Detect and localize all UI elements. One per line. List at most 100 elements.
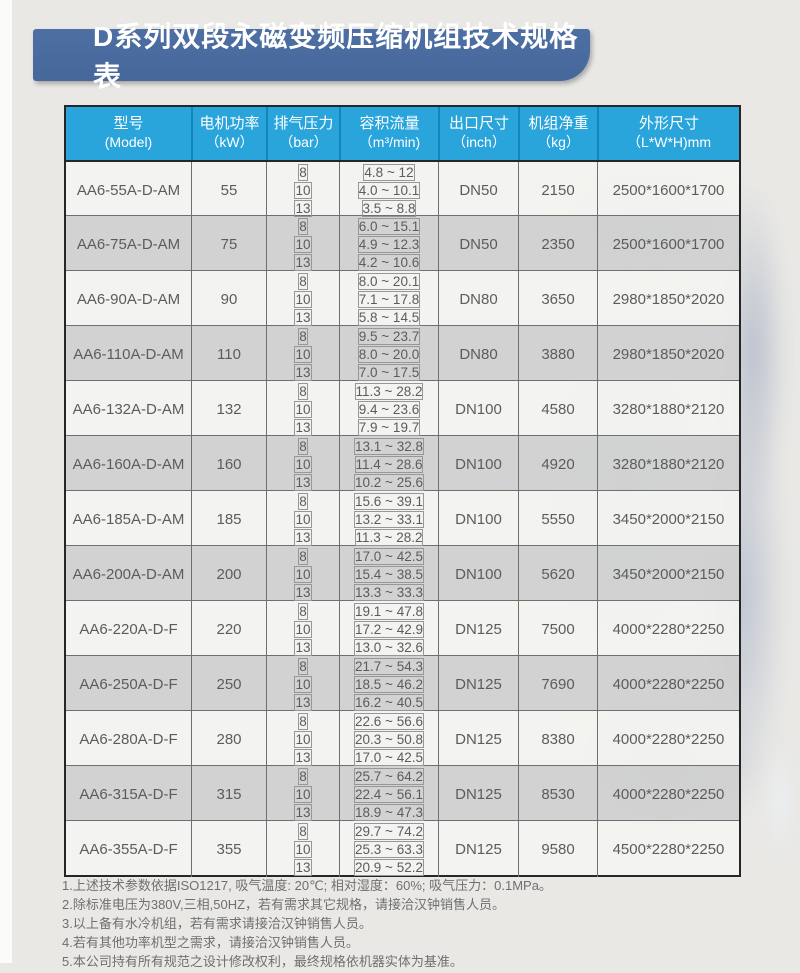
footnote-line: 4.若有其他功率机型之需求，请接洽汉钟销售人员。 bbox=[62, 935, 359, 950]
cell-dimensions: 3280*1880*2120 bbox=[597, 436, 739, 492]
pressure-subcell: 8 bbox=[298, 657, 308, 675]
cell-net-weight: 3650 bbox=[518, 271, 597, 327]
pressure-subcell: 8 bbox=[298, 822, 308, 840]
table-header-cell: 排气压力 （bar） bbox=[266, 107, 339, 160]
cell-outlet-size: DN100 bbox=[438, 381, 518, 437]
pressure-subcell: 8 bbox=[298, 163, 308, 181]
cell-motor-power: 90 bbox=[191, 271, 266, 327]
flow-subcell: 17.2 ~ 42.9 bbox=[354, 620, 424, 638]
pressure-subcell: 10 bbox=[294, 290, 312, 308]
cell-pressure-group: 8 10 13 bbox=[266, 271, 339, 327]
pressure-subcell: 13 bbox=[294, 199, 312, 217]
pressure-subcell: 13 bbox=[294, 418, 312, 436]
table-row: AA6-250A-D-F 250 8 10 13 21.7 ~ 54.3 18.… bbox=[66, 655, 739, 712]
cell-model: AA6-110A-D-AM bbox=[73, 345, 184, 363]
footnote-line: 1.上述技术参数依据ISO1217, 吸气温度: 20℃; 相对湿度：60%; … bbox=[62, 878, 552, 893]
pressure-subcell: 13 bbox=[294, 693, 312, 711]
cell-dimensions: 2980*1850*2020 bbox=[597, 271, 739, 327]
pressure-subcell: 13 bbox=[294, 308, 312, 326]
cell-net-weight: 5620 bbox=[518, 546, 597, 602]
pressure-subcell: 13 bbox=[294, 253, 312, 271]
table-row: AA6-132A-D-AM 132 8 10 13 11.3 ~ 28.2 9.… bbox=[66, 380, 739, 437]
flow-subcell: 25.3 ~ 63.3 bbox=[354, 840, 424, 858]
pressure-subcell: 10 bbox=[294, 510, 312, 528]
cell-pressure-group: 8 10 13 bbox=[266, 216, 339, 272]
cell-dimensions: 3450*2000*2150 bbox=[597, 491, 739, 547]
table-header-cell: 出口尺寸 （inch） bbox=[438, 107, 518, 160]
cell-pressure-group: 8 10 13 bbox=[266, 711, 339, 767]
cell-model: AA6-55A-D-AM bbox=[76, 181, 181, 199]
pressure-subcell: 10 bbox=[294, 565, 312, 583]
cell-pressure-group: 8 10 13 bbox=[266, 326, 339, 382]
cell-flow-group: 19.1 ~ 47.8 17.2 ~ 42.9 13.0 ~ 32.6 bbox=[339, 601, 438, 657]
flow-subcell: 6.0 ~ 15.1 bbox=[357, 217, 421, 235]
header-title: 出口尺寸 bbox=[448, 115, 509, 133]
cell-dimensions: 4000*2280*2250 bbox=[597, 601, 739, 657]
cell-motor-power: 250 bbox=[191, 656, 266, 712]
pressure-subcell: 10 bbox=[294, 455, 312, 473]
left-margin-strip bbox=[0, 0, 12, 963]
cell-motor-power: 220 bbox=[191, 601, 266, 657]
flow-subcell: 13.1 ~ 32.8 bbox=[354, 437, 424, 455]
cell-model: AA6-315A-D-F bbox=[79, 785, 178, 803]
pressure-subcell: 13 bbox=[294, 638, 312, 656]
cell-net-weight: 2350 bbox=[518, 216, 597, 272]
cell-dimensions: 2500*1600*1700 bbox=[597, 216, 739, 272]
cell-outlet-size: DN125 bbox=[438, 821, 518, 877]
flow-subcell: 18.9 ~ 47.3 bbox=[354, 803, 424, 821]
cell-model: AA6-160A-D-AM bbox=[72, 455, 185, 473]
cell-pressure-group: 8 10 13 bbox=[266, 766, 339, 822]
cell-pressure-group: 8 10 13 bbox=[266, 491, 339, 547]
cell-flow-group: 17.0 ~ 42.5 15.4 ~ 38.5 13.3 ~ 33.3 bbox=[339, 546, 438, 602]
cell-motor-power: 355 bbox=[191, 821, 266, 877]
flow-subcell: 7.9 ~ 19.7 bbox=[357, 418, 421, 436]
cell-net-weight: 9580 bbox=[518, 821, 597, 877]
cell-motor-power: 280 bbox=[191, 711, 266, 767]
flow-subcell: 20.3 ~ 50.8 bbox=[354, 730, 424, 748]
flow-subcell: 5.8 ~ 14.5 bbox=[357, 308, 421, 326]
flow-subcell: 9.5 ~ 23.7 bbox=[357, 327, 421, 345]
pressure-subcell: 13 bbox=[294, 858, 312, 876]
table-row: AA6-315A-D-F 315 8 10 13 25.7 ~ 64.2 22.… bbox=[66, 765, 739, 822]
pressure-subcell: 8 bbox=[298, 217, 308, 235]
table-header-cell: 机组净重 （kg） bbox=[518, 107, 597, 160]
cell-motor-power: 75 bbox=[191, 216, 266, 272]
pressure-subcell: 8 bbox=[298, 547, 308, 565]
header-title: 机组净重 bbox=[528, 115, 589, 133]
cell-model: AA6-220A-D-F bbox=[79, 620, 178, 638]
header-title: 容积流量 bbox=[359, 115, 420, 133]
cell-pressure-group: 8 10 13 bbox=[266, 656, 339, 712]
cell-outlet-size: DN100 bbox=[438, 491, 518, 547]
header-unit: （kW） bbox=[205, 134, 254, 151]
cell-outlet-size: DN100 bbox=[438, 436, 518, 492]
pressure-subcell: 10 bbox=[294, 181, 312, 199]
pressure-subcell: 10 bbox=[294, 345, 312, 363]
pressure-subcell: 10 bbox=[294, 235, 312, 253]
cell-flow-group: 21.7 ~ 54.3 18.5 ~ 46.2 16.2 ~ 40.5 bbox=[339, 656, 438, 712]
cell-outlet-size: DN125 bbox=[438, 601, 518, 657]
cell-pressure-group: 8 10 13 bbox=[266, 162, 339, 218]
title-banner: D系列双段永磁变频压缩机组技术规格表 bbox=[33, 21, 590, 92]
cell-pressure-group: 8 10 13 bbox=[266, 381, 339, 437]
cell-net-weight: 3880 bbox=[518, 326, 597, 382]
cell-model: AA6-185A-D-AM bbox=[72, 510, 185, 528]
pressure-subcell: 13 bbox=[294, 803, 312, 821]
cell-model: AA6-250A-D-F bbox=[79, 675, 178, 693]
flow-subcell: 8.0 ~ 20.0 bbox=[357, 345, 421, 363]
cell-dimensions: 2500*1600*1700 bbox=[597, 162, 739, 218]
flow-subcell: 15.4 ~ 38.5 bbox=[354, 565, 424, 583]
table-body: AA6-55A-D-AM 55 8 10 13 4.8 ~ 12 4.0 ~ 1… bbox=[66, 160, 739, 877]
cell-flow-group: 15.6 ~ 39.1 13.2 ~ 33.1 11.3 ~ 28.2 bbox=[339, 491, 438, 547]
cell-dimensions: 4000*2280*2250 bbox=[597, 656, 739, 712]
cell-outlet-size: DN50 bbox=[438, 162, 518, 218]
table-header-cell: 电机功率 （kW） bbox=[191, 107, 266, 160]
cell-net-weight: 8530 bbox=[518, 766, 597, 822]
cell-dimensions: 4000*2280*2250 bbox=[597, 711, 739, 767]
flow-subcell: 11.3 ~ 28.2 bbox=[354, 528, 424, 546]
flow-subcell: 9.4 ~ 23.6 bbox=[357, 400, 421, 418]
cell-outlet-size: DN50 bbox=[438, 216, 518, 272]
cell-net-weight: 5550 bbox=[518, 491, 597, 547]
pressure-subcell: 13 bbox=[294, 583, 312, 601]
header-title: 电机功率 bbox=[199, 115, 260, 133]
flow-subcell: 4.9 ~ 12.3 bbox=[357, 235, 421, 253]
